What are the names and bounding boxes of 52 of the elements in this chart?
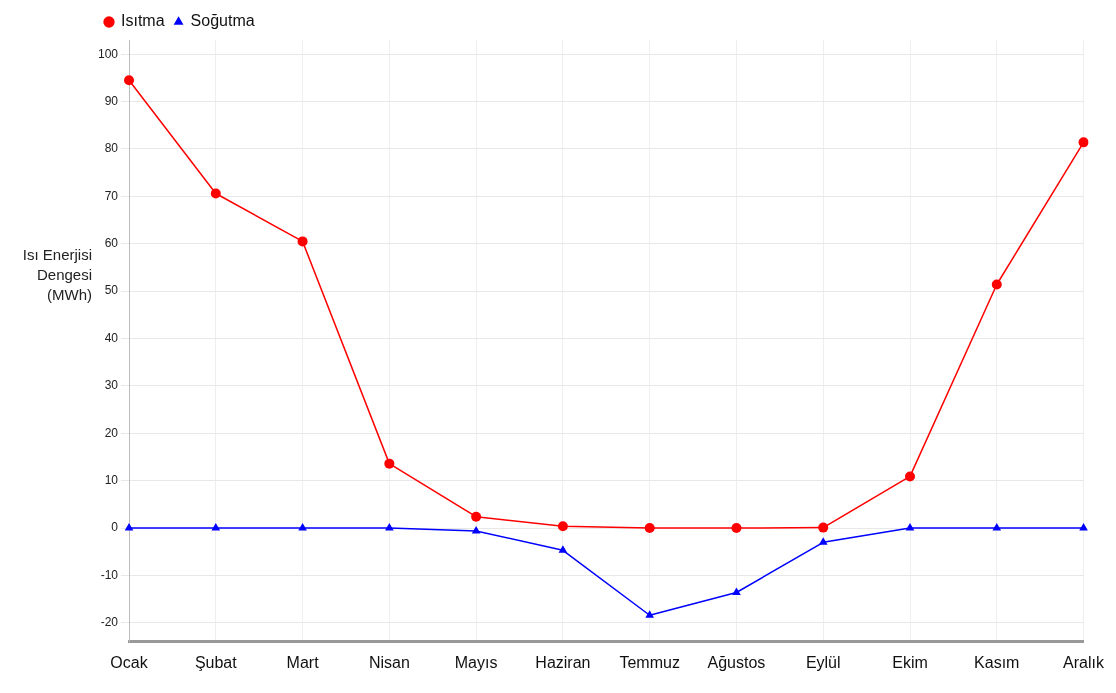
point	[297, 236, 308, 247]
point	[384, 458, 395, 469]
x-tick-label: Ocak	[110, 653, 149, 671]
point	[992, 523, 1002, 531]
point	[818, 537, 828, 545]
point	[732, 587, 741, 596]
point	[211, 523, 221, 531]
point	[991, 279, 1002, 290]
legend-label: Soğutma	[190, 12, 255, 30]
y-tick-label: 40	[104, 330, 119, 345]
x-tick-label: Eylül	[805, 653, 841, 671]
point	[905, 523, 915, 531]
point	[644, 523, 655, 534]
x-tick-label: Haziran	[535, 653, 591, 671]
point	[385, 523, 394, 531]
point	[1079, 523, 1088, 531]
y-tick-label: 0	[111, 520, 119, 535]
point	[124, 75, 135, 86]
x-tick-label: Nisan	[368, 653, 410, 671]
x-tick-label: Mayıs	[454, 653, 498, 671]
point	[1078, 137, 1089, 148]
y-tick-label: 70	[104, 188, 119, 203]
x-tick-label: Mart	[286, 653, 320, 671]
y-tick-label: 100	[97, 46, 119, 61]
x-tick-label: Ağustos	[707, 653, 766, 671]
point	[818, 522, 829, 533]
point	[731, 523, 742, 534]
y-tick-label: -10	[100, 567, 119, 582]
point	[558, 545, 568, 553]
point	[471, 511, 482, 522]
point	[645, 610, 654, 618]
y-tick-label: 30	[104, 378, 119, 393]
x-tick-label: Temmuz	[619, 653, 680, 671]
x-tick-label: Aralık	[1063, 653, 1105, 671]
point	[210, 188, 221, 199]
y-axis-title: Isı Enerjisi Dengesi (MWh)	[21, 245, 92, 305]
x-tick-label: Kasım	[974, 653, 1020, 671]
x-tick-label: Şubat	[194, 653, 238, 671]
point	[471, 525, 481, 534]
y-tick-label: 90	[104, 93, 119, 108]
point	[557, 521, 568, 532]
y-tick-label: 10	[104, 473, 119, 487]
point	[124, 523, 134, 531]
point	[905, 471, 915, 482]
point	[298, 523, 307, 531]
y-tick-label: 20	[104, 425, 119, 440]
y-tick-label: 50	[104, 283, 119, 298]
x-tick-label: Ekim	[892, 653, 928, 671]
legend-label: Isıtma	[121, 12, 165, 30]
y-tick-label: -20	[100, 615, 119, 630]
y-tick-label: 80	[104, 141, 119, 156]
y-tick-label: 60	[104, 236, 119, 251]
